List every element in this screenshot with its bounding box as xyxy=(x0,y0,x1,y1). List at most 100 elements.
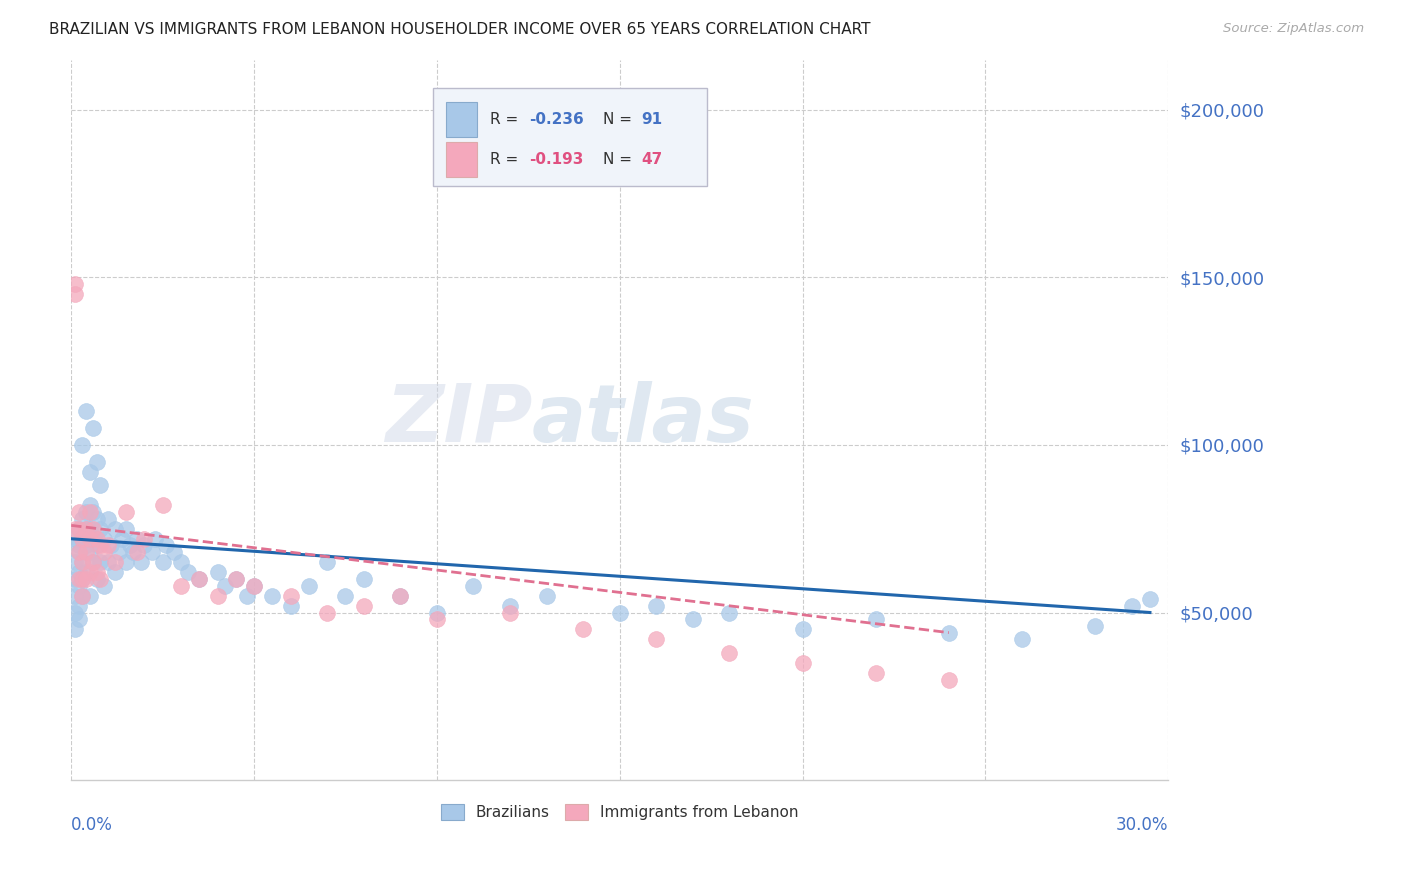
Point xyxy=(207,566,229,580)
Text: -0.193: -0.193 xyxy=(529,153,583,167)
Point xyxy=(236,589,259,603)
Point xyxy=(89,522,111,536)
Point xyxy=(79,498,101,512)
Point xyxy=(70,589,93,603)
Point xyxy=(262,589,284,603)
Point xyxy=(143,532,166,546)
Point xyxy=(79,566,101,580)
Point xyxy=(67,599,90,613)
Point xyxy=(792,622,814,636)
Point xyxy=(100,539,122,553)
Point xyxy=(70,572,93,586)
Point xyxy=(682,612,704,626)
Point xyxy=(1121,599,1143,613)
Text: N =: N = xyxy=(603,112,637,127)
Point xyxy=(125,545,148,559)
Point xyxy=(70,555,93,569)
Point xyxy=(93,545,115,559)
Point xyxy=(335,589,357,603)
Point xyxy=(792,656,814,670)
Point xyxy=(118,539,141,553)
Text: R =: R = xyxy=(491,153,523,167)
Point xyxy=(718,606,741,620)
Point xyxy=(70,532,93,546)
Point xyxy=(89,539,111,553)
Point xyxy=(214,579,236,593)
Point xyxy=(67,522,90,536)
Point xyxy=(63,622,86,636)
Point xyxy=(162,545,184,559)
Point xyxy=(82,532,104,546)
Point xyxy=(225,572,247,586)
Point xyxy=(115,522,138,536)
Point xyxy=(79,505,101,519)
Point xyxy=(97,511,120,525)
Point xyxy=(67,572,90,586)
Point xyxy=(70,511,93,525)
Point xyxy=(122,545,145,559)
Point xyxy=(75,522,97,536)
Text: atlas: atlas xyxy=(531,381,755,458)
Point xyxy=(75,505,97,519)
Point xyxy=(93,532,115,546)
Point xyxy=(865,665,887,680)
Point xyxy=(243,579,266,593)
Text: 91: 91 xyxy=(641,112,662,127)
Point xyxy=(89,478,111,492)
Point xyxy=(463,579,485,593)
Point xyxy=(141,545,163,559)
Point xyxy=(82,555,104,569)
Point xyxy=(70,555,93,569)
Point xyxy=(63,287,86,301)
Text: Source: ZipAtlas.com: Source: ZipAtlas.com xyxy=(1223,22,1364,36)
Point xyxy=(104,555,127,569)
Point xyxy=(82,522,104,536)
Point xyxy=(134,532,156,546)
Point xyxy=(389,589,412,603)
Point xyxy=(499,606,522,620)
Point xyxy=(938,673,960,687)
Point xyxy=(86,539,108,553)
Point xyxy=(86,455,108,469)
Point xyxy=(115,555,138,569)
Point xyxy=(1139,592,1161,607)
Point xyxy=(70,438,93,452)
Text: ZIP: ZIP xyxy=(385,381,531,458)
Point xyxy=(225,572,247,586)
Point xyxy=(134,539,156,553)
FancyBboxPatch shape xyxy=(447,143,477,177)
Point xyxy=(125,532,148,546)
Point xyxy=(298,579,321,593)
Point xyxy=(79,465,101,479)
Point xyxy=(107,545,129,559)
Point xyxy=(426,612,449,626)
Point xyxy=(170,579,193,593)
Point xyxy=(1084,619,1107,633)
Point xyxy=(82,421,104,435)
Point xyxy=(316,555,339,569)
Point xyxy=(75,566,97,580)
Point xyxy=(67,539,90,553)
Point xyxy=(67,566,90,580)
Point xyxy=(75,404,97,418)
Point xyxy=(63,589,86,603)
Point xyxy=(63,572,86,586)
Point xyxy=(79,545,101,559)
Point xyxy=(97,555,120,569)
Point xyxy=(499,599,522,613)
Point xyxy=(70,572,93,586)
Text: 0.0%: 0.0% xyxy=(72,816,112,834)
Point xyxy=(79,532,101,546)
Point xyxy=(70,589,93,603)
Point xyxy=(75,545,97,559)
Point xyxy=(63,555,86,569)
Point xyxy=(389,589,412,603)
Text: R =: R = xyxy=(491,112,523,127)
Point xyxy=(536,589,558,603)
Point xyxy=(207,589,229,603)
Point xyxy=(426,606,449,620)
Text: 30.0%: 30.0% xyxy=(1116,816,1168,834)
Point xyxy=(82,505,104,519)
Point xyxy=(89,555,111,569)
Point xyxy=(280,599,302,613)
